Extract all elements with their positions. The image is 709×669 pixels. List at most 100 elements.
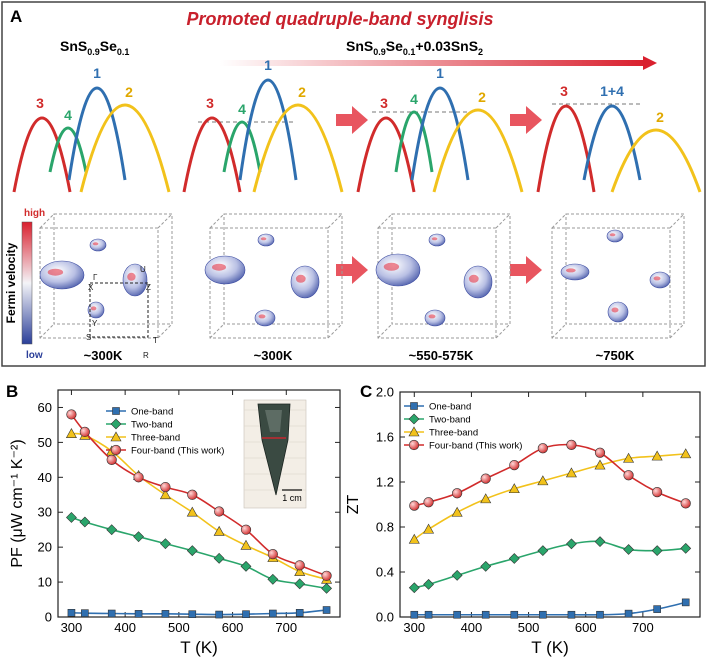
data-point-diamond — [133, 531, 144, 543]
right-arrow-icon — [510, 106, 542, 134]
band-1-curve — [410, 86, 470, 181]
data-point-square — [134, 610, 143, 618]
data-point-circle — [267, 549, 278, 560]
data-point-triangle — [537, 475, 549, 486]
bz-point-label: X — [88, 283, 94, 292]
data-point-diamond — [240, 560, 252, 572]
bz-point-label: R — [143, 351, 149, 360]
series-triangle — [408, 448, 692, 544]
data-point-diamond — [566, 538, 577, 550]
colorbar-title: Fermi velocity — [4, 242, 18, 323]
panel-a-title: Promoted quadruple-band synglisis — [186, 9, 493, 29]
data-point-circle — [452, 488, 463, 499]
fermi-pocket-highlight — [47, 268, 64, 276]
data-point-circle — [680, 498, 691, 509]
data-point-triangle — [565, 467, 577, 478]
legend-label: Three-band — [131, 433, 180, 444]
y-tick-label: 2.0 — [376, 385, 394, 400]
band-label: 3 — [36, 95, 44, 111]
temperature-label: ~550-575K — [409, 348, 474, 363]
x-tick-label: 600 — [575, 620, 597, 635]
fermi-pocket — [89, 238, 107, 252]
data-point-triangle — [623, 452, 635, 463]
fermi-pocket-highlight — [428, 314, 436, 319]
data-point-diamond — [294, 578, 306, 590]
data-point-triangle — [680, 448, 692, 459]
data-point-circle — [623, 470, 634, 481]
data-point-circle — [214, 506, 225, 517]
x-axis-label: T (K) — [531, 638, 568, 657]
data-point-triangle — [294, 565, 306, 576]
panel-c-letter: C — [360, 382, 372, 401]
data-point-diamond — [321, 582, 332, 594]
band-label: 4 — [64, 107, 72, 123]
legend-label: Three-band — [429, 428, 478, 439]
band-arrows — [336, 106, 542, 284]
band-group: 3 1 4 2 — [182, 57, 344, 193]
right-arrow-icon — [336, 256, 368, 284]
data-point-triangle — [594, 459, 606, 470]
data-point-circle — [537, 443, 548, 454]
series-diamond — [66, 512, 332, 594]
band-2-curve — [432, 108, 524, 193]
data-point-square — [188, 610, 197, 619]
band-label: 1 — [264, 57, 272, 73]
y-tick-label: 10 — [38, 575, 52, 590]
sample-photo-inset: 1 cm — [243, 399, 307, 509]
series-line — [414, 540, 686, 589]
band-3-curve — [182, 116, 242, 193]
data-point-square — [107, 609, 116, 618]
legend-label: Two-band — [131, 420, 173, 431]
fermi-pocket-highlight — [383, 262, 400, 271]
fermi-pocket — [560, 263, 590, 281]
band-label: 2 — [298, 84, 306, 100]
data-point-circle — [106, 454, 117, 465]
data-point-circle — [594, 447, 606, 458]
data-point-diamond — [66, 512, 77, 523]
scale-bar-label: 1 cm — [282, 493, 302, 503]
data-point-triangle — [480, 493, 492, 504]
data-point-triangle — [451, 506, 463, 517]
data-point-square — [112, 407, 120, 415]
band-4-curve — [48, 126, 88, 173]
x-tick-label: 500 — [168, 620, 190, 635]
colorbar-low-label: low — [26, 350, 43, 361]
band-label: 1 — [436, 65, 444, 81]
data-point-square — [242, 610, 250, 619]
data-point-square — [67, 609, 76, 617]
temperature-label: ~300K — [254, 348, 293, 363]
data-point-triangle — [408, 533, 420, 544]
data-point-square — [567, 610, 576, 619]
bz-point-label: Z — [146, 283, 151, 292]
data-point-diamond — [451, 569, 463, 581]
colorbar-high-label: high — [24, 208, 45, 219]
data-point-circle — [187, 489, 198, 500]
fermi-pocket — [424, 309, 446, 327]
data-point-circle — [321, 570, 332, 581]
bz-point-label: Γ — [93, 273, 98, 282]
brillouin-zone-outline — [89, 282, 149, 338]
temperature-label: ~750K — [596, 348, 635, 363]
data-point-square — [510, 610, 519, 619]
y-tick-label: 1.2 — [376, 475, 394, 490]
data-point-diamond — [623, 544, 634, 555]
data-point-diamond — [594, 536, 606, 548]
data-point-diamond — [423, 578, 434, 590]
band-label: 2 — [656, 109, 664, 125]
x-tick-label: 300 — [61, 620, 83, 635]
fermi-surface-box: ~750K — [551, 213, 685, 363]
series-circle — [409, 439, 691, 511]
panel-b: B 300 400 500 600 700 0 10 20 30 40 50 60 T (K) PF (μ… — [6, 382, 341, 657]
data-point-triangle — [65, 428, 77, 438]
fermi-pocket — [204, 255, 246, 285]
data-point-circle — [294, 560, 305, 571]
bz-point-label: Y — [92, 319, 98, 328]
fermi-pocket — [257, 233, 275, 247]
band-4-curve — [394, 110, 434, 173]
fermi-pocket-highlight — [127, 272, 136, 281]
data-point-triangle — [186, 506, 198, 517]
fermi-surface-box: ~300K X Z Γ YS TR U — [39, 213, 173, 363]
fermi-pocket — [606, 229, 624, 243]
data-point-square — [81, 609, 89, 617]
data-point-square — [681, 598, 690, 607]
